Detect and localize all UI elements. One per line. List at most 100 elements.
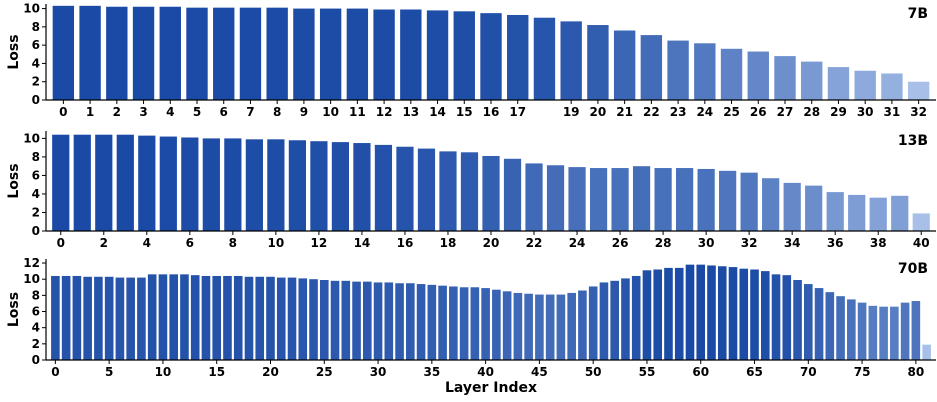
bar-layer-7 [202, 138, 220, 231]
y-tick-label: 2 [32, 205, 40, 219]
bar-layer-1 [79, 5, 101, 100]
bar-layer-24 [309, 279, 318, 360]
bar-layer-8 [224, 138, 242, 231]
bar-layer-2 [106, 6, 128, 101]
y-tick-label: 6 [32, 168, 40, 182]
bar-layer-27 [632, 166, 651, 231]
bar-layer-78 [890, 306, 899, 360]
bar-layer-7 [239, 7, 262, 100]
xticks-7b: 0 1 2 3 4 5 6 7 8 9 10 11 12 13 14 15 16 17 19 20 21 22 23 24 25… [59, 100, 927, 119]
bar-layer-2 [72, 275, 82, 360]
y-tick-label: 6 [32, 38, 40, 52]
x-tick-label: 30 [857, 105, 874, 119]
bar-layer-0 [51, 275, 60, 360]
bar-layer-5 [104, 276, 114, 360]
bar-layer-49 [578, 290, 587, 360]
bar-layer-31 [719, 170, 737, 231]
bar-layer-5 [186, 7, 208, 100]
x-tick-label: 34 [784, 236, 801, 250]
panel-title-70b: 70B [898, 261, 928, 277]
bar-layer-43 [513, 292, 523, 360]
bar-layer-18 [533, 17, 556, 100]
bar-layer-3 [132, 6, 155, 101]
x-tick-label: 8 [229, 236, 237, 250]
x-tick-label: 75 [854, 365, 871, 379]
bar-layer-52 [610, 280, 619, 360]
bar-layer-40 [481, 288, 490, 360]
bar-layer-76 [868, 305, 878, 360]
bar-layer-14 [353, 143, 371, 231]
x-tick-label: 22 [526, 236, 543, 250]
x-tick-label: 15 [208, 365, 225, 379]
bar-layer-44 [524, 293, 533, 360]
x-tick-label: 10 [268, 236, 285, 250]
bar-layer-54 [631, 275, 641, 360]
yticks-7b: 0 2 4 6 8 10 [23, 2, 46, 107]
bar-layer-17 [233, 275, 243, 360]
bar-layer-1 [73, 134, 91, 231]
bar-layer-4 [159, 6, 181, 101]
x-tick-label: 10 [155, 365, 172, 379]
x-tick-label: 11 [349, 105, 366, 119]
y-tick-label: 10 [23, 2, 40, 16]
x-tick-label: 80 [908, 365, 925, 379]
bar-layer-8 [137, 277, 146, 360]
bar-layer-37 [449, 286, 458, 360]
bar-layer-41 [492, 289, 501, 360]
x-tick-label: 14 [429, 105, 446, 119]
bar-layer-20 [587, 25, 609, 101]
bar-layer-31 [881, 73, 903, 100]
bar-layer-23 [546, 165, 565, 231]
bar-layer-63 [728, 267, 738, 360]
bar-layer-56 [653, 269, 663, 360]
bar-layer-10 [319, 8, 342, 100]
x-tick-label: 5 [193, 105, 201, 119]
bar-layer-31 [384, 282, 394, 360]
bar-layer-53 [621, 278, 630, 360]
x-tick-label: 4 [166, 105, 174, 119]
bar-layer-50 [588, 286, 598, 360]
bar-layer-25 [319, 280, 329, 360]
bar-layer-15 [212, 275, 222, 360]
x-tick-label: 28 [655, 236, 672, 250]
bar-layer-14 [426, 10, 449, 100]
x-tick-label: 26 [750, 105, 767, 119]
bar-layer-26 [611, 168, 629, 231]
bar-layer-25 [720, 48, 743, 100]
bar-layer-32 [395, 283, 404, 360]
bar-layer-undefined [922, 344, 931, 360]
bar-layer-4 [138, 135, 156, 231]
x-tick-label: 30 [698, 236, 715, 250]
bars-70b [51, 264, 931, 360]
bar-layer-1 [61, 275, 71, 360]
bar-layer-20 [482, 156, 500, 231]
bar-layer-30 [373, 282, 383, 360]
bar-layer-15 [453, 11, 475, 101]
bar-layer-46 [545, 294, 555, 360]
bar-layer-75 [857, 302, 867, 360]
bar-layer-42 [502, 291, 512, 360]
x-tick-label: 21 [616, 105, 633, 119]
bar-layer-19 [460, 152, 479, 231]
x-tick-label: 32 [741, 236, 758, 250]
bar-layer-24 [694, 43, 716, 100]
bar-layer-60 [696, 264, 706, 360]
yticks-70b: 0 2 4 6 8 10 12 [23, 256, 46, 367]
y-tick-label: 8 [32, 150, 40, 164]
bar-layer-22 [525, 163, 543, 231]
x-tick-label: 50 [585, 365, 602, 379]
bar-layer-39 [891, 195, 909, 231]
bar-layer-0 [52, 134, 70, 231]
x-tick-label: 26 [612, 236, 629, 250]
bar-layer-36 [438, 285, 447, 360]
bar-layer-77 [879, 306, 888, 360]
bar-layer-18 [439, 151, 457, 231]
y-tick-label: 8 [32, 288, 40, 302]
y-tick-label: 4 [32, 56, 40, 70]
bar-layer-27 [774, 56, 796, 100]
x-tick-label: 9 [300, 105, 308, 119]
bar-layer-32 [740, 172, 758, 231]
x-tick-label: 15 [456, 105, 473, 119]
bar-layer-13 [400, 9, 422, 101]
